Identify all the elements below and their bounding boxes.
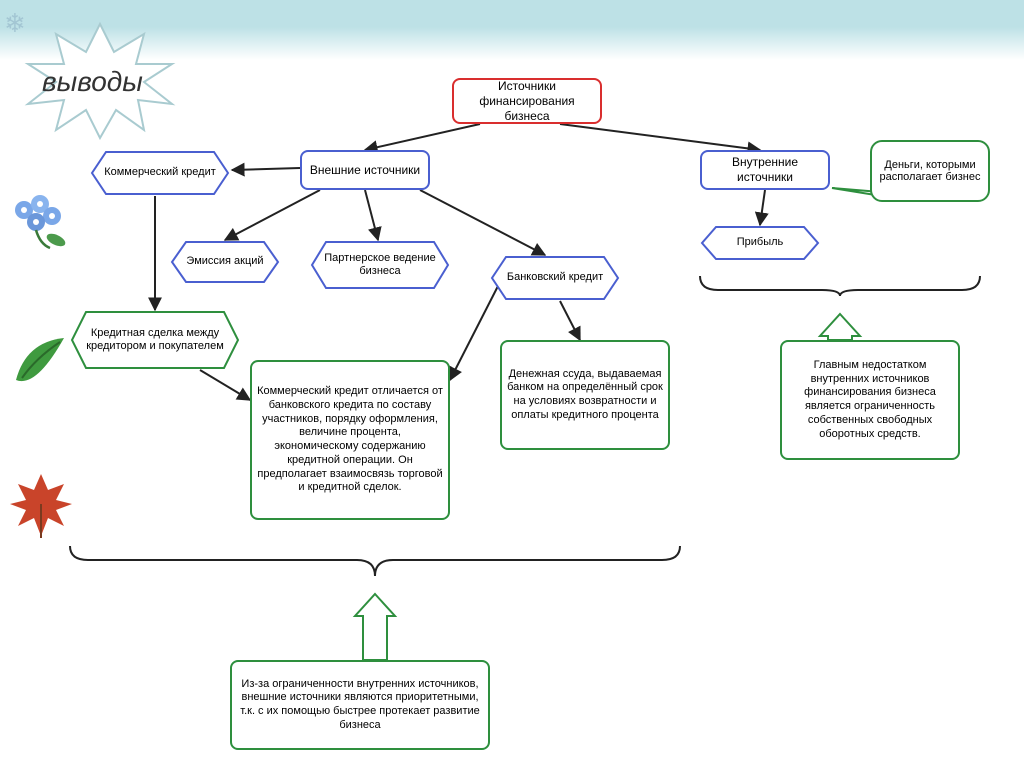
green-leaf-icon [6,330,76,400]
node-profit: Прибыль [700,225,820,261]
money-callout-text: Деньги, которыми располагает бизнес [870,140,990,202]
node-loan_text: Денежная ссуда, выдаваемая банком на опр… [500,340,670,450]
node-ext_concl: Из-за ограниченности внутренних источник… [230,660,490,750]
node-shares: Эмиссия акций [170,240,280,284]
node-comm_credit: Коммерческий кредит [90,150,230,196]
node-bank: Банковский кредит [490,255,620,301]
node-diff_text: Коммерческий кредит отличается от банков… [250,360,450,520]
node-external: Внешние источники [300,150,430,190]
flower-icon [6,190,76,250]
node-partner: Партнерское ведение бизнеса [310,240,450,290]
title-starburst: выводы [20,20,180,140]
node-internal: Внутренние источники [700,150,830,190]
diagram-stage: ❄ выводы Источник [0,0,1024,768]
maple-leaf-icon [6,470,76,540]
title-text: выводы [42,66,143,98]
node-root: Источники финансирования бизнеса [452,78,602,124]
node-int_draw: Главным недостатком внутренних источнико… [780,340,960,460]
node-deal: Кредитная сделка между кредитором и поку… [70,310,240,370]
